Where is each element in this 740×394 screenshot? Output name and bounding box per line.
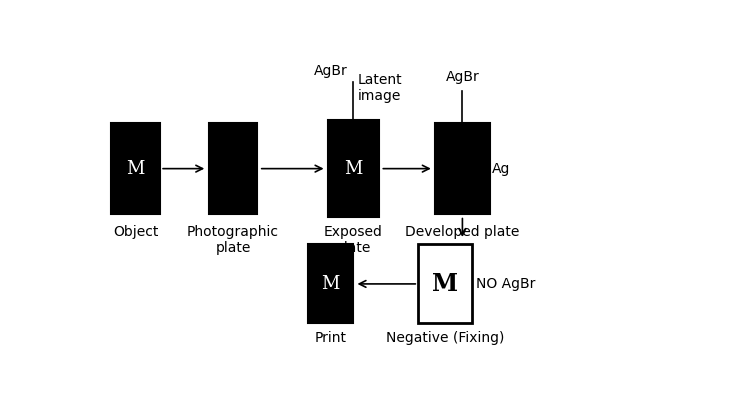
Text: M: M bbox=[432, 272, 458, 296]
Text: Exposed
plate: Exposed plate bbox=[324, 225, 383, 255]
Text: Developed plate: Developed plate bbox=[406, 225, 519, 239]
Text: Object: Object bbox=[112, 225, 158, 239]
Text: AgBr: AgBr bbox=[445, 70, 480, 84]
Text: M: M bbox=[321, 275, 340, 293]
Text: Photographic
plate: Photographic plate bbox=[187, 225, 279, 255]
Bar bbox=[111, 123, 160, 214]
Text: Ag: Ag bbox=[492, 162, 511, 176]
Bar bbox=[435, 123, 490, 214]
Bar bbox=[418, 244, 472, 323]
Text: Negative (Fixing): Negative (Fixing) bbox=[386, 331, 505, 345]
Bar bbox=[308, 244, 354, 323]
Text: Print: Print bbox=[314, 331, 346, 345]
Text: NO AgBr: NO AgBr bbox=[476, 277, 535, 291]
Text: M: M bbox=[127, 160, 145, 178]
Text: M: M bbox=[344, 160, 363, 178]
Bar bbox=[328, 120, 380, 217]
Text: AgBr: AgBr bbox=[314, 63, 348, 78]
Text: Latent
image: Latent image bbox=[357, 73, 402, 103]
Bar bbox=[209, 123, 258, 214]
